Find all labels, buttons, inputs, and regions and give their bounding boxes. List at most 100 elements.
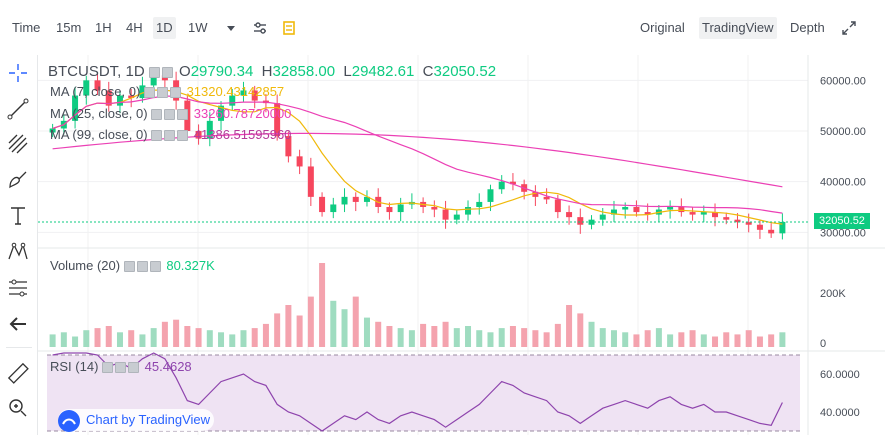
volume-bar: [577, 313, 584, 347]
settings-sliders-icon[interactable]: [249, 17, 271, 39]
low-value: 29482.61: [351, 63, 415, 80]
fullscreen-icon[interactable]: [838, 17, 860, 39]
candle-body: [307, 166, 314, 197]
volume-bar: [161, 321, 168, 347]
chart-area[interactable]: 60000.00 50000.00 40000.00 30000.00 200K 0 60.…: [38, 55, 885, 435]
rsi-eye-button[interactable]: [102, 362, 114, 374]
volume-bar: [712, 336, 719, 347]
view-tradingview[interactable]: TradingView: [699, 17, 777, 39]
price-chart[interactable]: 60000.00 50000.00 40000.00 30000.00 200K 0 60.…: [38, 55, 885, 435]
ma99-eye-button[interactable]: [151, 130, 163, 142]
volume-bar: [94, 328, 101, 347]
interval-1d[interactable]: 1D: [153, 17, 176, 39]
candle-body: [532, 191, 539, 197]
tradingview-logo-icon: [58, 409, 80, 432]
candle-body: [487, 189, 494, 202]
tradingview-watermark[interactable]: Chart by TradingView: [58, 409, 215, 432]
price-axis-label: 60000.00: [820, 75, 866, 87]
volume-settings-button[interactable]: [136, 261, 148, 273]
candle-body: [240, 90, 247, 96]
candle-body: [330, 204, 337, 213]
interval-1w[interactable]: 1W: [188, 20, 208, 35]
interval-15m[interactable]: 15m: [56, 20, 82, 35]
ma7-settings-button[interactable]: [156, 87, 168, 99]
rsi-line: [52, 352, 783, 432]
ma99-legend: MA (99, close, 0) 41386.51595960: [50, 127, 291, 142]
back-arrow-icon[interactable]: [5, 311, 31, 337]
ma7-eye-button[interactable]: [143, 87, 155, 99]
candle-body: [274, 103, 281, 137]
watermark-text: Chart by TradingView: [86, 412, 211, 427]
view-original[interactable]: Original: [640, 20, 685, 35]
volume-bar: [72, 336, 79, 347]
candle-body: [644, 212, 651, 215]
fib-tools-icon[interactable]: [5, 131, 31, 157]
rsi-legend: RSI (14) 45.4628: [50, 359, 192, 374]
pattern-icon[interactable]: [5, 239, 31, 265]
legend-eye-button[interactable]: [148, 66, 160, 78]
candle-body: [285, 136, 292, 157]
candle-body: [465, 207, 472, 215]
ma25-eye-button[interactable]: [151, 109, 163, 121]
interval-dropdown-icon[interactable]: [220, 17, 242, 39]
legend-settings-button[interactable]: [161, 66, 173, 78]
volume-bar: [150, 328, 157, 347]
volume-bar: [386, 326, 393, 347]
volume-bar: [509, 326, 516, 347]
forecast-tools-icon[interactable]: [5, 275, 31, 301]
volume-bar: [476, 330, 483, 347]
ma7-close-button[interactable]: [169, 87, 181, 99]
candle-body: [352, 196, 359, 202]
rsi-settings-button[interactable]: [115, 362, 127, 374]
ma99-close-button[interactable]: [177, 130, 189, 142]
volume-bar: [655, 328, 662, 347]
crosshair-icon[interactable]: [5, 60, 31, 86]
candle-body: [116, 95, 123, 106]
candle-body: [756, 224, 763, 230]
volume-bar: [622, 332, 629, 347]
zoom-icon[interactable]: [5, 395, 31, 421]
volume-close-button[interactable]: [149, 261, 161, 273]
candle-body: [476, 201, 483, 207]
volume-bar: [363, 317, 370, 347]
candle-body: [229, 95, 236, 106]
volume-bar: [667, 334, 674, 347]
price-axis-label: 40000.00: [820, 177, 866, 189]
ma25-settings-button[interactable]: [164, 109, 176, 121]
ma99-settings-button[interactable]: [164, 130, 176, 142]
indicator-icon[interactable]: [278, 17, 300, 39]
volume-bar: [352, 296, 359, 347]
ma25-close-button[interactable]: [177, 109, 189, 121]
ma25-legend: MA (25, close, 0) 33260.78720000: [50, 106, 291, 121]
brush-icon[interactable]: [5, 167, 31, 193]
ruler-icon[interactable]: [5, 360, 31, 386]
interval-1h[interactable]: 1H: [95, 20, 112, 35]
volume-bar: [768, 334, 775, 347]
view-depth[interactable]: Depth: [790, 20, 825, 35]
volume-bar: [779, 332, 786, 347]
volume-bar: [206, 330, 213, 347]
candle-body: [566, 212, 573, 218]
volume-bar: [274, 313, 281, 347]
candle-body: [712, 212, 719, 218]
top-toolbar: Time 15m 1H 4H 1D 1W Original TradingVie…: [0, 0, 885, 55]
volume-bar: [644, 330, 651, 347]
drawing-toolbar: [0, 55, 38, 435]
rsi-close-button[interactable]: [128, 362, 140, 374]
rsi-axis-label: 60.0000: [820, 369, 860, 381]
text-tool-icon[interactable]: [5, 203, 31, 229]
ma25-value: 33260.78720000: [193, 106, 292, 121]
candle-body: [139, 85, 146, 99]
high-value: 32858.00: [272, 63, 336, 80]
candle-body: [689, 212, 696, 215]
volume-eye-button[interactable]: [123, 261, 135, 273]
volume-bar: [319, 263, 326, 347]
volume-bar: [543, 332, 550, 347]
volume-bar: [566, 305, 573, 347]
volume-bar: [442, 321, 449, 347]
interval-4h[interactable]: 4H: [126, 20, 143, 35]
trend-line-icon[interactable]: [5, 96, 31, 122]
volume-bar: [307, 296, 314, 347]
volume-bar: [139, 334, 146, 347]
volume-bar: [487, 332, 494, 347]
